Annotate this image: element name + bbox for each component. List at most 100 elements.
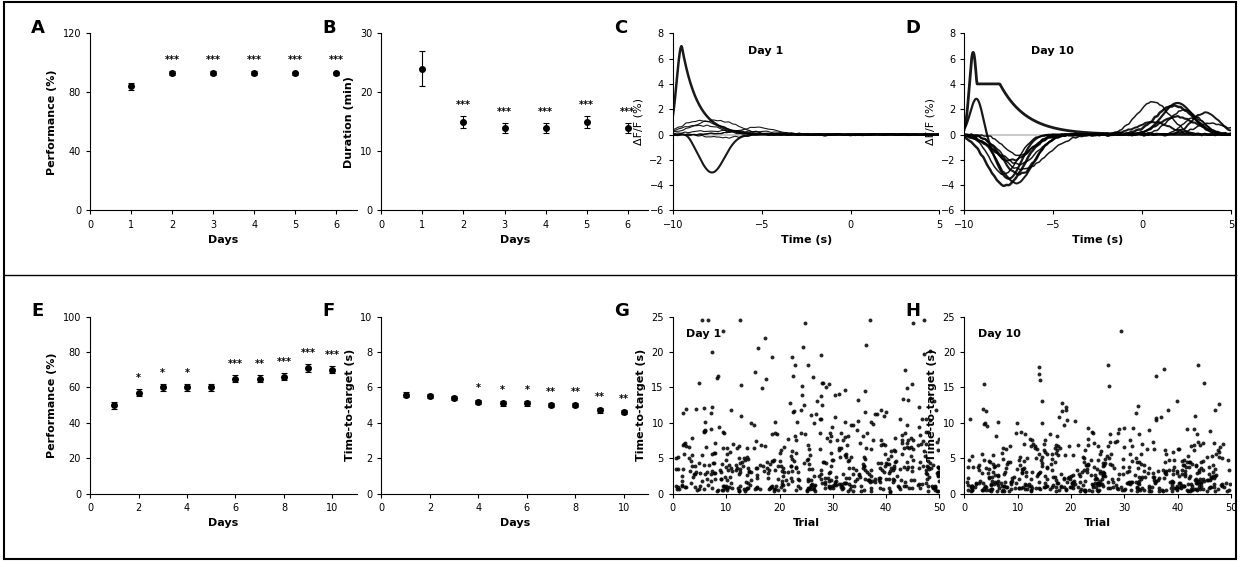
Point bbox=[1204, 480, 1224, 489]
Point bbox=[1094, 470, 1114, 479]
Point bbox=[1032, 453, 1052, 462]
Point bbox=[879, 484, 899, 493]
Point bbox=[1106, 481, 1126, 490]
Point bbox=[1128, 473, 1148, 482]
Point bbox=[994, 481, 1014, 490]
Point bbox=[777, 480, 797, 489]
Point bbox=[1209, 453, 1229, 462]
Point bbox=[976, 407, 996, 416]
Point bbox=[1043, 472, 1063, 481]
Point bbox=[983, 467, 1003, 476]
Point bbox=[820, 467, 839, 476]
Point bbox=[786, 485, 806, 494]
Point bbox=[851, 438, 870, 447]
Point bbox=[1161, 477, 1180, 486]
Point bbox=[920, 346, 940, 355]
Point bbox=[765, 485, 785, 494]
Point bbox=[1197, 475, 1216, 484]
Point bbox=[717, 475, 737, 484]
Point bbox=[694, 426, 714, 435]
Point bbox=[1162, 480, 1182, 489]
Text: ***: *** bbox=[325, 350, 340, 360]
Point bbox=[914, 316, 934, 325]
Point bbox=[800, 450, 820, 459]
Point bbox=[1114, 462, 1133, 471]
Point bbox=[781, 451, 801, 460]
Point bbox=[1203, 461, 1223, 470]
Point bbox=[799, 361, 818, 370]
Point bbox=[768, 429, 787, 438]
Point bbox=[821, 476, 841, 485]
Y-axis label: Time-to-target (s): Time-to-target (s) bbox=[345, 349, 355, 461]
Point bbox=[1145, 472, 1164, 481]
Point bbox=[920, 393, 940, 402]
Point bbox=[998, 458, 1018, 467]
Point bbox=[1009, 456, 1029, 465]
Point bbox=[782, 476, 802, 485]
Y-axis label: Time-to-target (s): Time-to-target (s) bbox=[928, 349, 937, 461]
Point bbox=[1130, 485, 1149, 494]
Point bbox=[1006, 484, 1025, 493]
Point bbox=[1054, 473, 1074, 482]
Point bbox=[1090, 449, 1110, 458]
Point bbox=[1064, 484, 1084, 493]
Point bbox=[1089, 456, 1109, 465]
Text: ***: *** bbox=[228, 359, 243, 369]
Text: Day 10: Day 10 bbox=[1030, 45, 1074, 56]
Point bbox=[994, 467, 1014, 476]
Point bbox=[704, 468, 724, 477]
Point bbox=[895, 428, 915, 437]
Point bbox=[811, 470, 831, 479]
Point bbox=[1045, 486, 1065, 495]
Point bbox=[732, 458, 751, 467]
Point bbox=[692, 316, 712, 325]
Point bbox=[748, 463, 768, 472]
Point bbox=[1086, 465, 1106, 473]
Point bbox=[1068, 483, 1087, 492]
Point bbox=[1127, 486, 1147, 495]
Point bbox=[849, 472, 869, 481]
Point bbox=[928, 445, 947, 454]
Point bbox=[787, 417, 807, 426]
Point bbox=[1167, 483, 1187, 492]
Point bbox=[718, 484, 738, 493]
Point bbox=[841, 453, 861, 462]
X-axis label: Time (s): Time (s) bbox=[1071, 235, 1123, 245]
Point bbox=[1167, 467, 1187, 476]
Point bbox=[813, 379, 833, 388]
Point bbox=[764, 484, 784, 493]
Point bbox=[1075, 485, 1095, 494]
Point bbox=[689, 481, 709, 490]
Point bbox=[1200, 475, 1220, 484]
Point bbox=[1117, 479, 1137, 488]
Point bbox=[925, 486, 945, 495]
Y-axis label: Performance (%): Performance (%) bbox=[47, 69, 57, 174]
Point bbox=[916, 475, 936, 484]
Point bbox=[1030, 456, 1050, 465]
Y-axis label: Time-to-target (s): Time-to-target (s) bbox=[636, 349, 646, 461]
Point bbox=[869, 473, 889, 482]
Point bbox=[680, 443, 699, 452]
Point bbox=[792, 381, 812, 390]
Point bbox=[858, 429, 878, 438]
Point bbox=[1086, 474, 1106, 483]
Point bbox=[682, 457, 702, 466]
Point bbox=[802, 465, 822, 473]
Point bbox=[1199, 470, 1219, 479]
Point bbox=[706, 475, 725, 484]
Point bbox=[928, 487, 947, 496]
Point bbox=[885, 447, 905, 456]
Point bbox=[1190, 464, 1210, 473]
Y-axis label: ΔF/F (%): ΔF/F (%) bbox=[634, 98, 644, 145]
Point bbox=[791, 405, 811, 414]
Point bbox=[735, 456, 755, 465]
Point bbox=[866, 478, 885, 487]
Point bbox=[791, 428, 811, 437]
Point bbox=[1070, 487, 1090, 496]
Point bbox=[1146, 413, 1166, 422]
Point bbox=[1164, 456, 1184, 465]
Point bbox=[1047, 440, 1066, 449]
Point bbox=[1095, 458, 1115, 467]
Text: ***: *** bbox=[538, 107, 553, 117]
Point bbox=[1156, 486, 1176, 495]
